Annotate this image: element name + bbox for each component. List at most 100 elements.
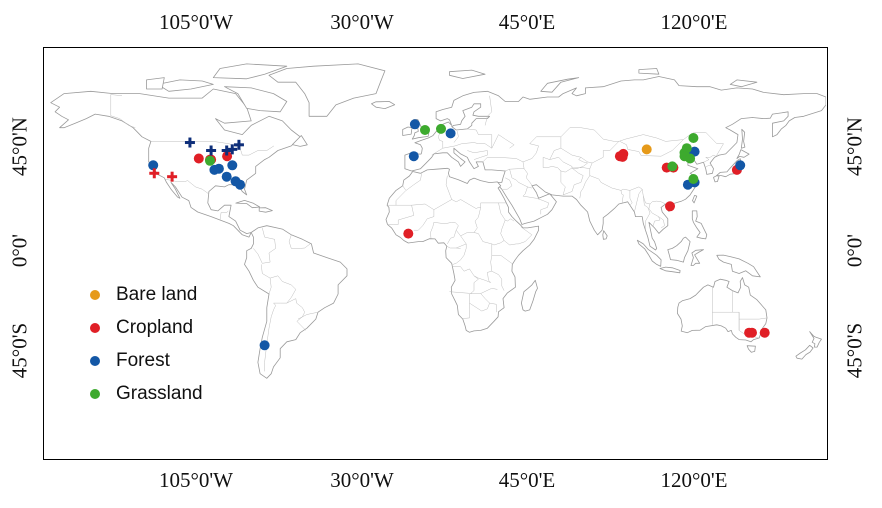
landmass-arctic-islands-1 [157,79,214,92]
landmass-sri-lanka [602,230,608,240]
country-border [453,131,459,143]
country-border [164,178,210,195]
site-marker-cropland [617,151,628,162]
landmass-scandinavia-gulf [451,103,490,131]
map-legend: Bare land Cropland Forest Grassland [90,278,203,410]
country-border [452,266,492,283]
landmass-philippines [691,210,708,240]
landmass-greenland [268,63,386,117]
left-lat-label-3: 45°0'S [7,322,32,379]
country-border [542,136,562,172]
country-border [446,245,461,249]
landmass-japan-kyushu [713,175,720,183]
site-cross-forest [206,145,217,156]
country-border [456,243,467,249]
legend-item-forest: Forest [90,344,203,377]
site-marker-forest [148,160,159,171]
site-marker-grassland [685,153,696,164]
landmass-new-guinea [716,254,761,278]
landmass-madagascar [521,279,538,312]
legend-label-forest: Forest [116,349,170,371]
country-border [549,157,573,168]
top-lon-label-3: 45°0'E [498,10,556,34]
landmass-north-america [50,88,301,238]
top-lon-label-2: 30°0'W [330,10,394,34]
country-border [643,196,651,231]
country-border [619,139,684,157]
legend-label-bare-land: Bare land [116,283,198,305]
landmass-taiwan [692,195,698,204]
legend-swatch-bare-land [90,289,100,300]
country-border [589,168,666,205]
top-lon-label-4: 120°0'E [660,10,728,34]
site-cross-cropland [149,168,160,179]
country-border [411,203,435,231]
country-border [295,298,306,331]
site-marker-grassland [420,125,430,135]
country-border [523,168,533,186]
site-marker-cropland [665,201,675,212]
country-border [150,141,275,156]
landmass-new-zealand-n [809,331,822,348]
landmass-sulawesi [690,249,704,266]
landmass-japan-hokkaido [736,149,750,159]
legend-label-grassland: Grassland [116,382,203,404]
country-border [219,210,229,221]
country-border [110,94,136,128]
country-border [438,131,444,149]
country-border [491,134,515,149]
country-border [503,177,513,190]
landmass-svalbard [449,69,486,79]
country-border [462,294,470,319]
legend-swatch-grassland [90,388,100,399]
country-border [467,150,488,160]
landmass-baffin [224,86,288,113]
site-marker-grassland [688,174,699,184]
landmass-java [659,266,681,274]
site-marker-cropland [222,151,233,162]
legend-item-grassland: Grassland [90,377,203,410]
country-border [297,311,319,320]
site-marker-forest [259,340,270,351]
site-marker-cropland [747,327,757,338]
bottom-lon-label-2: 30°0'W [330,468,394,492]
site-marker-cropland [193,153,204,164]
world-map [50,63,826,379]
landmass-hispaniola [258,207,273,213]
site-marker-cropland [759,327,770,338]
site-marker-grassland [205,155,215,166]
country-border [431,128,493,156]
site-cross-forest [233,139,244,150]
bottom-lon-label-1: 105°0'W [158,468,234,492]
legend-item-bare-land: Bare land [90,278,203,311]
site-marker-forest [735,160,746,171]
top-lon-label-1: 105°0'W [158,10,234,34]
site-marker-forest [221,171,232,182]
country-border [522,127,619,163]
landmass-severnaya [638,68,660,75]
landmass-cuba [235,200,261,209]
country-border [490,243,505,291]
map-frame [43,47,828,460]
legend-item-cropland: Cropland [90,311,203,344]
country-border [270,275,297,304]
country-border [447,230,457,245]
country-border [705,165,712,168]
country-border [732,290,768,320]
country-border [469,275,498,294]
landmass-iceland [371,101,396,109]
country-border [433,199,507,210]
country-border [288,234,311,249]
site-markers [148,119,770,351]
country-border [449,291,472,294]
legend-swatch-forest [90,355,100,366]
landmass-new-zealand-s [795,344,814,360]
country-border [579,175,591,199]
country-border [563,167,584,196]
country-borders [110,94,768,372]
landmass-south-america [244,225,348,379]
country-border [469,302,490,312]
site-cross-cropland [167,171,178,182]
legend-label-cropland: Cropland [116,316,194,338]
landmass-sakhalin [740,128,746,149]
